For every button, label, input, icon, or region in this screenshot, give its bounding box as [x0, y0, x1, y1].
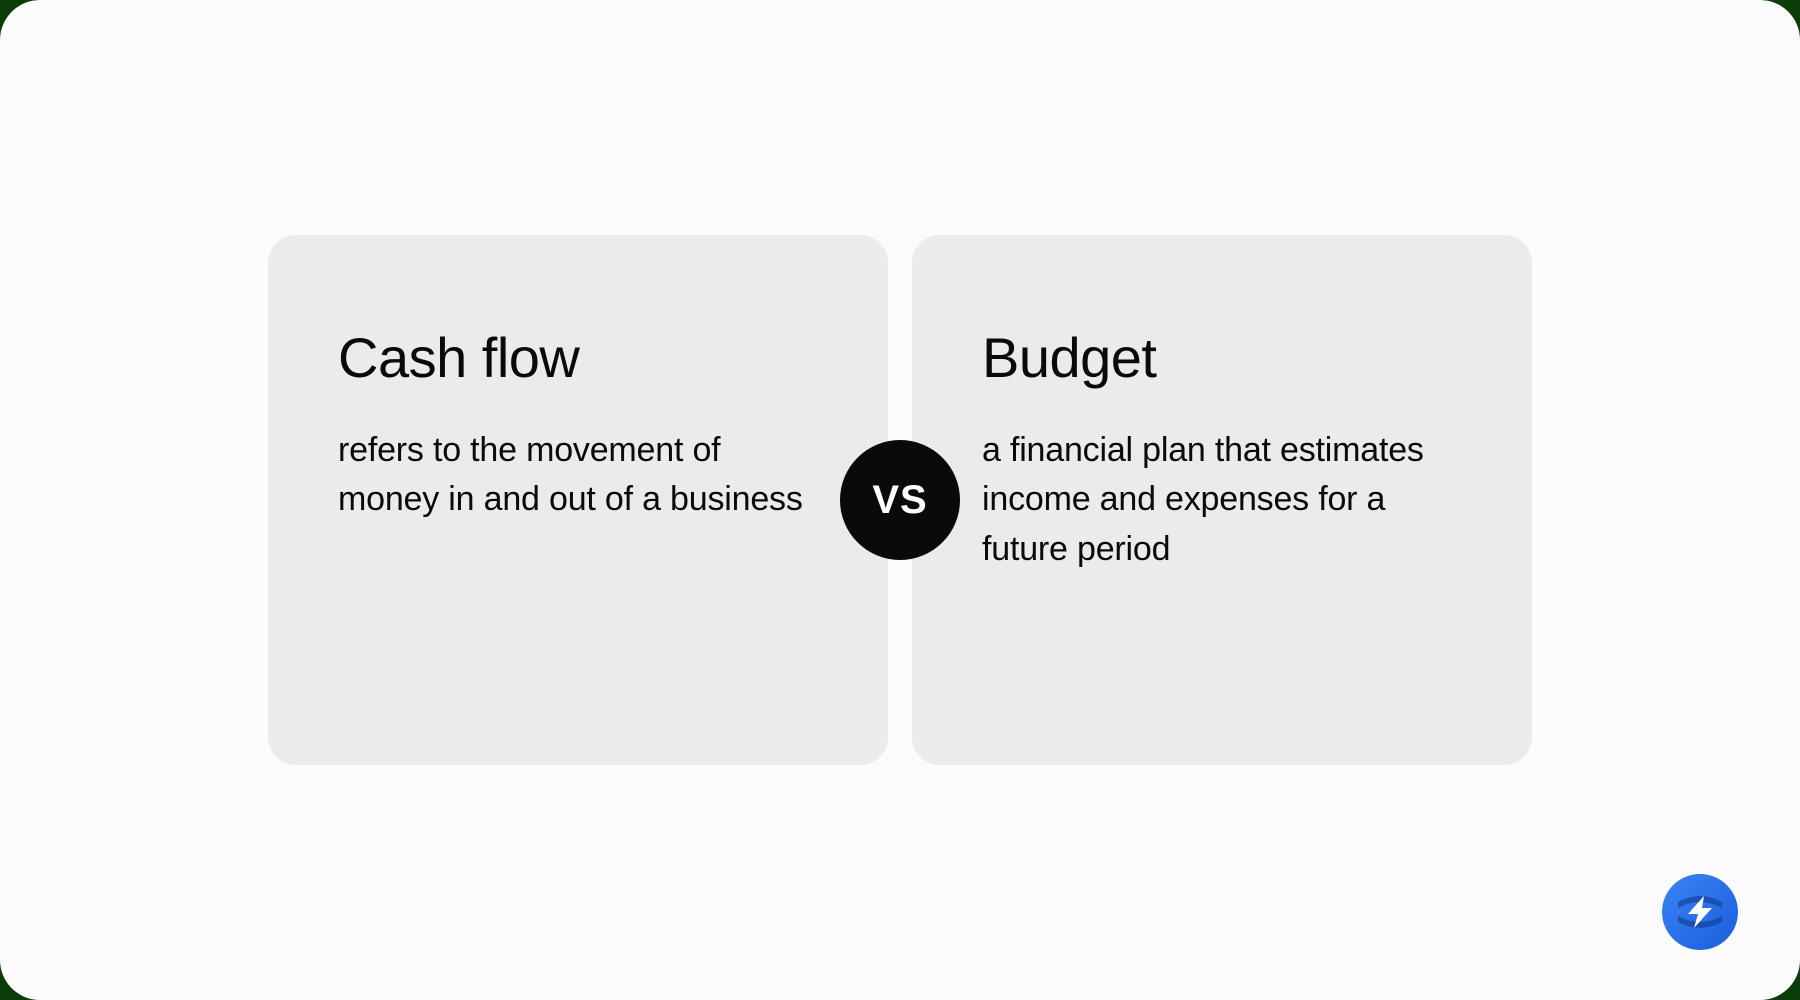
vs-label: VS — [872, 478, 927, 523]
brand-logo-icon — [1660, 872, 1740, 952]
comparison-cards: Cash flow refers to the movement of mone… — [268, 235, 1532, 765]
left-card-title: Cash flow — [338, 325, 818, 390]
right-card-title: Budget — [982, 325, 1462, 390]
right-card: Budget a financial plan that estimates i… — [912, 235, 1532, 765]
infographic-container: Cash flow refers to the movement of mone… — [0, 0, 1800, 1000]
right-card-description: a financial plan that estimates income a… — [982, 426, 1462, 574]
left-card-description: refers to the movement of money in and o… — [338, 426, 818, 525]
vs-divider-badge: VS — [840, 440, 960, 560]
left-card: Cash flow refers to the movement of mone… — [268, 235, 888, 765]
